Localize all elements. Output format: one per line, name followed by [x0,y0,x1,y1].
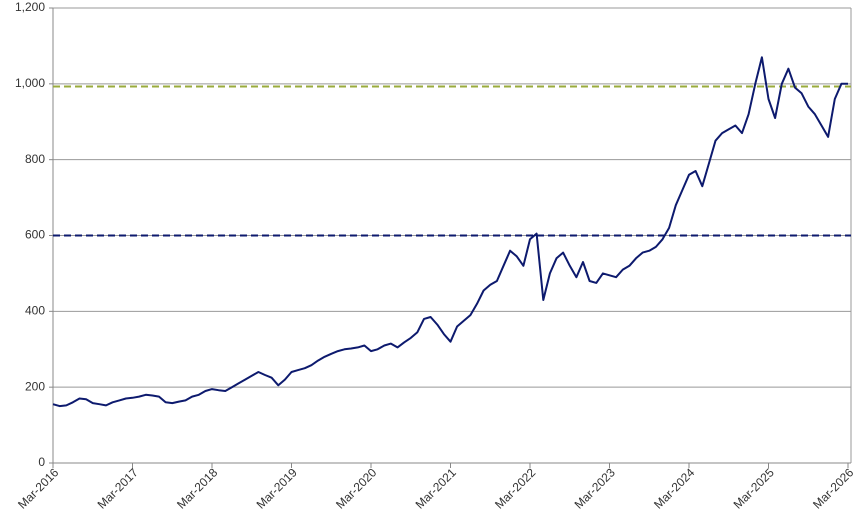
x-tick-label: Mar-2016 [15,465,61,511]
x-tick-label: Mar-2025 [731,465,777,511]
x-tick-label: Mar-2019 [254,465,300,511]
x-tick-label: Mar-2023 [572,465,618,511]
x-tick-label: Mar-2022 [492,465,538,511]
x-tick-label: Mar-2024 [651,465,697,511]
x-tick-label: Mar-2017 [95,465,141,511]
y-tick-label: 1,000 [15,76,45,90]
y-tick-label: 200 [25,379,45,393]
x-tick-label: Mar-2020 [333,465,379,511]
x-tick-label: Mar-2018 [174,465,220,511]
y-tick-label: 400 [25,304,45,318]
y-tick-label: 0 [38,455,45,469]
y-tick-label: 800 [25,152,45,166]
y-tick-label: 600 [25,228,45,242]
x-tick-label: Mar-2026 [810,465,856,511]
y-tick-label: 1,200 [15,0,45,14]
price-line [52,56,848,408]
x-tick-label: Mar-2021 [413,465,459,511]
